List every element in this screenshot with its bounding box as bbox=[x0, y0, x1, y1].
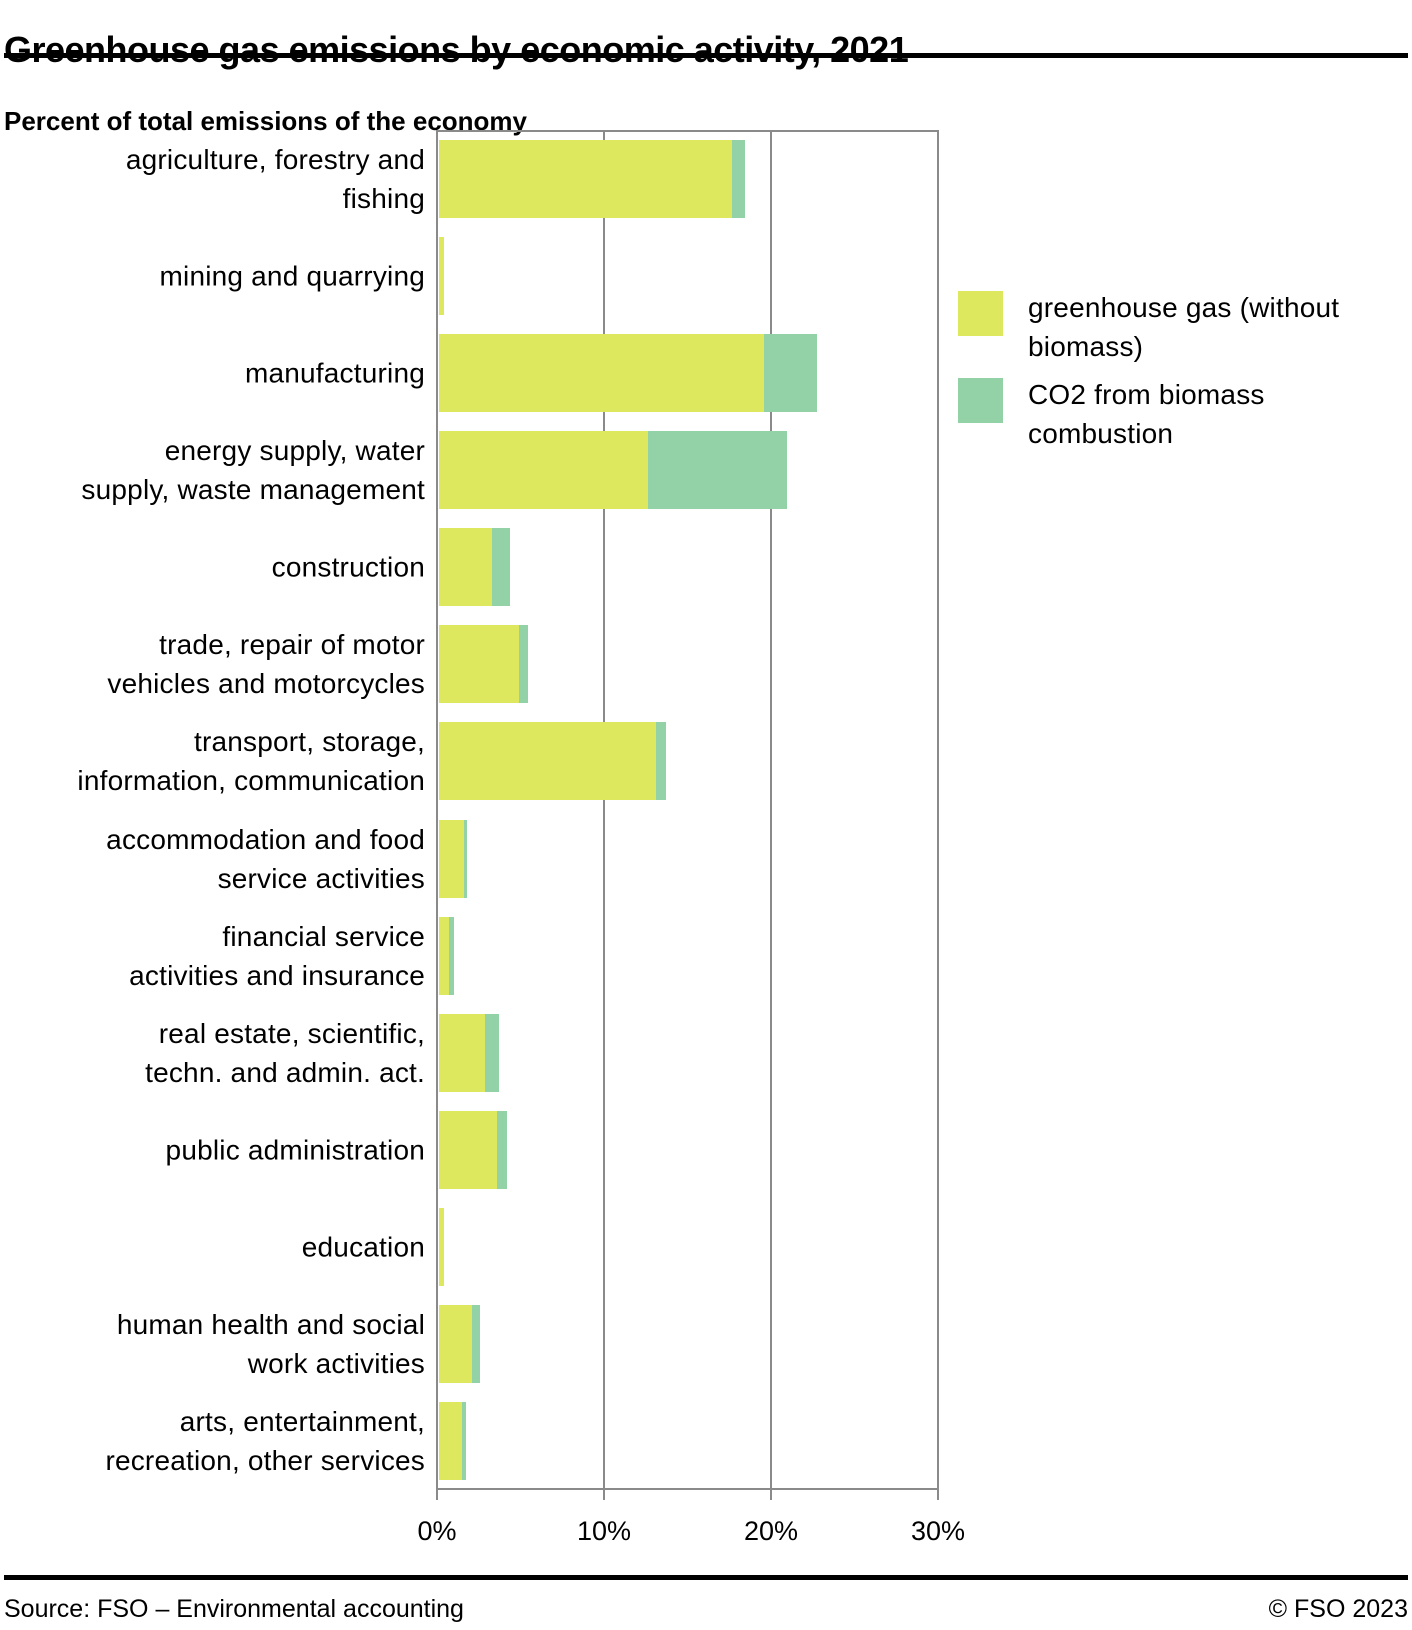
category-label: public administration bbox=[165, 1134, 425, 1166]
legend-label: CO2 from biomass combustion bbox=[1028, 379, 1265, 449]
bar-segment-biomass bbox=[485, 1013, 499, 1092]
chart-row-bar bbox=[439, 722, 666, 801]
category-label: arts, entertainment, recreation, other se… bbox=[105, 1406, 425, 1477]
legend-swatch-ghg bbox=[958, 291, 1003, 336]
category-label: energy supply, water supply, waste manage… bbox=[81, 435, 425, 505]
gridline bbox=[603, 130, 605, 1490]
chart-row-bar bbox=[439, 431, 787, 509]
category-label: accommodation and food service activities bbox=[106, 823, 425, 894]
chart-row-bar bbox=[439, 1305, 481, 1384]
bar-segment-ghg bbox=[439, 236, 444, 315]
bar-segment-biomass bbox=[656, 722, 666, 801]
bar-segment-ghg bbox=[439, 431, 648, 509]
chart-row-bar bbox=[439, 528, 511, 607]
bar-segment-biomass bbox=[763, 333, 817, 412]
category-label: construction bbox=[271, 551, 425, 583]
gridline bbox=[770, 130, 772, 1490]
chart-row-bar bbox=[439, 916, 454, 995]
bar-segment-biomass bbox=[518, 625, 529, 704]
bar-segment-ghg bbox=[439, 528, 492, 607]
legend: greenhouse gas (without biomass) CO2 from… bbox=[958, 288, 1378, 462]
bar-segment-ghg bbox=[439, 625, 519, 704]
axis-tick-label: 10% bbox=[576, 1516, 632, 1546]
bar-segment-biomass bbox=[448, 916, 454, 995]
category-label: trade, repair of motor vehicles and motor… bbox=[107, 629, 425, 700]
bar-segment-biomass bbox=[732, 139, 746, 218]
chart-row-bar bbox=[439, 236, 444, 315]
category-label: education bbox=[301, 1231, 425, 1263]
bar-segment-ghg bbox=[439, 916, 449, 995]
source-note: Source: FSO – Environmental accounting bbox=[4, 1595, 464, 1623]
gridline bbox=[436, 130, 438, 1490]
chart-row-bar bbox=[439, 1111, 507, 1189]
chart-row-bar bbox=[439, 625, 529, 704]
axis-tick-label: 20% bbox=[743, 1516, 799, 1546]
bar-segment-ghg bbox=[439, 333, 764, 412]
category-label: human health and social work activities bbox=[116, 1309, 425, 1380]
bar-segment-biomass bbox=[496, 1111, 507, 1189]
category-label: financial service activities and insuranc… bbox=[129, 920, 425, 991]
axis-tick-label: 30% bbox=[910, 1516, 966, 1546]
copyright: © FSO 2023 bbox=[1268, 1595, 1408, 1623]
chart-row-bar bbox=[439, 333, 817, 412]
axis-tick-label: 0% bbox=[417, 1516, 457, 1546]
chart-row-bar bbox=[439, 1013, 499, 1092]
bar-segment-ghg bbox=[439, 1111, 497, 1189]
bar-segment-ghg bbox=[439, 722, 657, 801]
chart-row-bar bbox=[439, 139, 746, 218]
bar-segment-ghg bbox=[439, 1013, 486, 1092]
title-rule bbox=[4, 53, 1408, 58]
bar-segment-biomass bbox=[463, 819, 468, 898]
chart-row-bar bbox=[439, 819, 468, 898]
bar-segment-ghg bbox=[439, 1305, 473, 1384]
bar-segment-biomass bbox=[472, 1305, 481, 1384]
footer-rule bbox=[4, 1575, 1408, 1580]
bar-segment-biomass bbox=[647, 431, 787, 509]
legend-label: greenhouse gas (without biomass) bbox=[1028, 292, 1340, 362]
bar-segment-biomass bbox=[492, 528, 511, 607]
gridline bbox=[937, 130, 939, 1490]
bar-segment-ghg bbox=[439, 1402, 463, 1481]
category-label: mining and quarrying bbox=[159, 260, 425, 292]
axis-tick bbox=[770, 1490, 772, 1500]
bar-segment-ghg bbox=[439, 1208, 444, 1287]
plot-top-border bbox=[436, 130, 939, 132]
chart-row-bar bbox=[439, 1402, 466, 1481]
legend-item: CO2 from biomass combustion bbox=[958, 375, 1378, 453]
axis-tick bbox=[603, 1490, 605, 1500]
category-label: transport, storage, information, communic… bbox=[77, 726, 425, 797]
chart-row-bar bbox=[439, 1208, 444, 1287]
axis-tick bbox=[937, 1490, 939, 1500]
category-label: agriculture, forestry and fishing bbox=[125, 143, 425, 214]
legend-item: greenhouse gas (without biomass) bbox=[958, 288, 1378, 366]
bar-segment-biomass bbox=[462, 1402, 466, 1481]
x-axis-line bbox=[436, 1488, 939, 1490]
bar-segment-ghg bbox=[439, 139, 733, 218]
page-title: Greenhouse gas emissions by economic act… bbox=[4, 29, 909, 71]
axis-tick bbox=[436, 1490, 438, 1500]
category-label: manufacturing bbox=[244, 357, 425, 389]
bar-segment-ghg bbox=[439, 819, 464, 898]
legend-swatch-biomass bbox=[958, 378, 1003, 423]
category-label: real estate, scientific, techn. and admin… bbox=[145, 1017, 425, 1088]
